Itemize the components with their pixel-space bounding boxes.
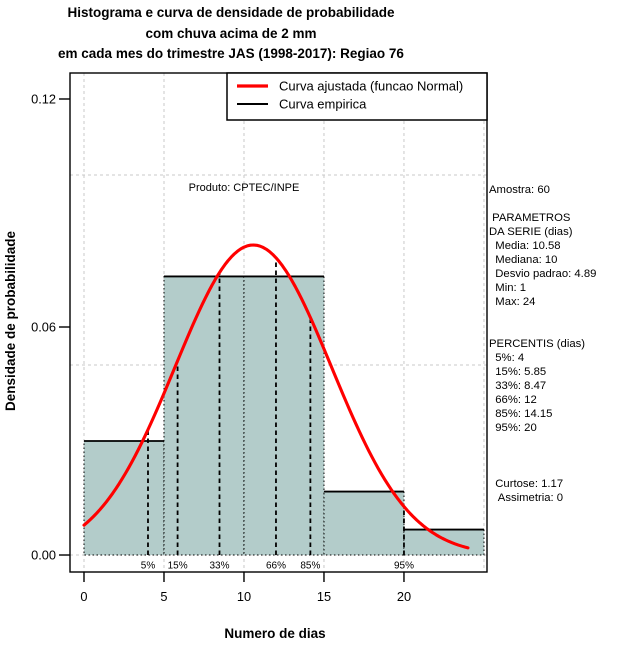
stats-line: 15%: 5.85 bbox=[489, 366, 547, 378]
stats-line: 33%: 8.47 bbox=[489, 380, 547, 392]
histogram-bar bbox=[323, 491, 405, 556]
x-tick-label: 10 bbox=[237, 589, 251, 604]
x-tick-label: 5 bbox=[160, 589, 167, 604]
x-tick-label: 0 bbox=[80, 589, 87, 604]
histogram-bar bbox=[403, 529, 485, 556]
percentile-label: 85% bbox=[300, 561, 320, 572]
percentile-label: 66% bbox=[266, 561, 286, 572]
normal-curve bbox=[82, 243, 470, 550]
x-tick-label: 15 bbox=[317, 589, 331, 604]
chart-title-line-2: com chuva acima de 2 mm bbox=[145, 25, 317, 41]
stats-line: DA SERIE (dias) bbox=[489, 226, 573, 238]
legend: Curva ajustada (funcao Normal) Curva emp… bbox=[226, 72, 488, 121]
stats-line: 5%: 4 bbox=[489, 352, 525, 364]
chart-title-line-1: Histograma e curva de densidade de proba… bbox=[67, 5, 395, 20]
y-axis-label: Densidade de probabilidade bbox=[3, 230, 18, 411]
stats-line bbox=[489, 449, 639, 463]
y-tick-label: 0.06 bbox=[31, 320, 56, 335]
axis-ticks: 0 5 10 15 20 0.00 0.06 0.12 bbox=[31, 91, 411, 604]
stats-line: Mediana: 10 bbox=[489, 254, 558, 266]
stats-line: Desvio padrao: 4.89 bbox=[489, 268, 597, 280]
stats-line bbox=[489, 463, 639, 477]
legend-box bbox=[226, 72, 488, 121]
percentile-label: 5% bbox=[141, 561, 156, 572]
stats-line: PERCENTIS (dias) bbox=[489, 338, 586, 350]
percentile-lines: 5% 15% 33% 66% 85% 95% bbox=[141, 257, 414, 572]
stats-line: Media: 10.58 bbox=[489, 240, 561, 252]
produto-annotation: Produto: CPTEC/INPE bbox=[189, 182, 300, 194]
x-tick-label: 20 bbox=[397, 589, 411, 604]
stats-line bbox=[489, 309, 639, 323]
stats-line: Max: 24 bbox=[489, 296, 536, 308]
stats-line: Min: 1 bbox=[489, 282, 527, 294]
x-axis-label: Numero de dias bbox=[224, 626, 325, 641]
stats-line: Assimetria: 0 bbox=[489, 492, 564, 504]
stats-line: 66%: 12 bbox=[489, 394, 537, 406]
legend-label-empirical: Curva empirica bbox=[279, 97, 367, 112]
histogram-bar bbox=[163, 275, 245, 556]
chart-title: Histograma e curva de densidade de proba… bbox=[0, 3, 462, 65]
stats-line: 85%: 14.15 bbox=[489, 408, 553, 420]
stats-line: 95%: 20 bbox=[489, 422, 537, 434]
legend-label-fitted: Curva ajustada (funcao Normal) bbox=[279, 79, 463, 94]
histogram-bars bbox=[83, 275, 485, 556]
percentile-label: 15% bbox=[168, 561, 188, 572]
stats-line bbox=[489, 323, 639, 337]
stats-line bbox=[489, 435, 639, 449]
stats-line: Amostra: 60 bbox=[489, 184, 550, 196]
chart-title-line-3: em cada mes do trimestre JAS (1998-2017)… bbox=[58, 46, 404, 61]
percentile-label: 33% bbox=[209, 561, 229, 572]
histogram-bar bbox=[83, 440, 165, 556]
y-tick-label: 0.12 bbox=[31, 91, 56, 106]
stats-line bbox=[489, 197, 639, 211]
percentile-label: 95% bbox=[394, 561, 414, 572]
empirical-curve bbox=[83, 275, 484, 531]
stats-panel: Amostra: 60 PARAMETROS DA SERIE (dias) Me… bbox=[489, 183, 639, 505]
stats-line: PARAMETROS bbox=[489, 212, 571, 224]
y-tick-label: 0.00 bbox=[31, 548, 56, 563]
stats-line: Curtose: 1.17 bbox=[489, 478, 564, 490]
